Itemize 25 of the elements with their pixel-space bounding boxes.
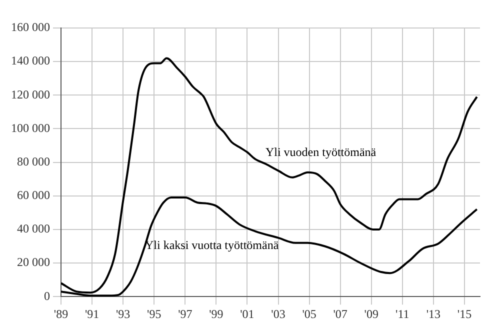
y-tick-label: 160 000 — [11, 20, 50, 34]
y-tick-label: 0 — [44, 288, 50, 303]
y-tick-label: 80 000 — [17, 154, 50, 168]
line-series — [61, 57, 478, 294]
y-tick-label: 60 000 — [17, 188, 50, 202]
x-tick-label: '11 — [396, 306, 410, 321]
x-tick-label: '01 — [240, 306, 254, 321]
x-tick-label: '89 — [54, 306, 68, 321]
x-tick-label: '15 — [457, 306, 472, 321]
x-tick-label: '07 — [333, 306, 348, 321]
x-tick-label: '05 — [302, 306, 316, 321]
y-tick-label: 120 000 — [11, 87, 50, 102]
x-tick-label: '97 — [178, 306, 192, 321]
y-tick-label: 100 000 — [11, 120, 50, 135]
x-tick-label: '95 — [147, 306, 162, 321]
x-tick-label: '09 — [364, 306, 378, 321]
y-tick-label: 20 000 — [17, 255, 50, 270]
x-tick-label: '03 — [271, 306, 286, 321]
y-tick-label: 140 000 — [11, 54, 50, 68]
x-tick-label: '91 — [84, 306, 100, 321]
x-tick-label: '13 — [426, 306, 441, 321]
x-tick-label: '99 — [209, 306, 224, 321]
series-label: Yli vuoden työttömänä — [265, 144, 377, 159]
x-tick-label: '93 — [116, 306, 130, 321]
y-tick-label: 40 000 — [17, 222, 50, 236]
